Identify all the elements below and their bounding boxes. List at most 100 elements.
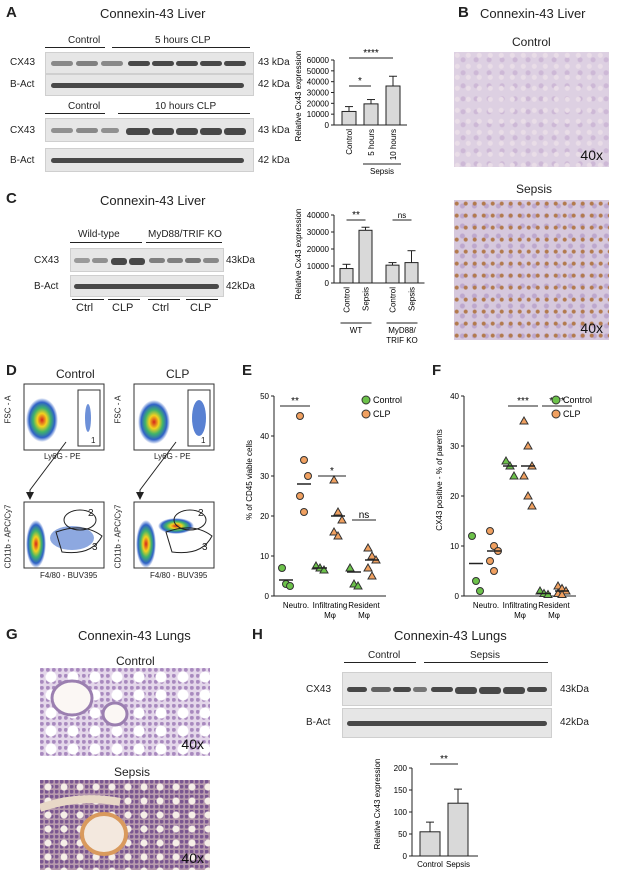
y-tick-label: 50	[398, 830, 407, 839]
y-tick-label: 40	[260, 432, 269, 441]
panel-letter-c: C	[6, 190, 17, 207]
chart-f-ylabel: CX43 positive - % of parents	[435, 429, 444, 530]
data-point	[337, 514, 347, 524]
magnification-label: 40x	[181, 850, 204, 866]
group-label: MyD88/	[388, 326, 416, 335]
x-tick-label: Control	[345, 129, 354, 155]
y-tick-label: 20	[260, 512, 269, 521]
y-tick-label: 10	[450, 542, 459, 551]
x-tick-label: Control	[417, 860, 443, 869]
flow-y-axis-label: FSC - A	[113, 395, 123, 424]
y-tick-label: 100	[394, 808, 408, 817]
blot-h-cx43-label: CX43	[306, 684, 332, 695]
chart-a-ylabel: Relative Cx43 expression	[294, 51, 303, 142]
bar	[447, 802, 469, 857]
group-label: WT	[350, 326, 363, 335]
data-point	[300, 508, 308, 516]
blot-a1-cx43	[45, 52, 254, 74]
bar	[404, 262, 419, 284]
x-tick-label: Mφ	[548, 611, 560, 620]
data-point	[523, 490, 533, 500]
blot-h-bact-kda: 42kDa	[560, 717, 589, 728]
significance-label: ns	[359, 510, 370, 521]
data-point	[329, 474, 339, 484]
y-tick-label: 40	[450, 392, 459, 401]
data-point	[304, 472, 312, 480]
panel-b-sepsis-label: Sepsis	[516, 182, 553, 196]
blot-c-cx43-label: CX43	[34, 255, 60, 266]
blot-h-group-sepsis: Sepsis	[470, 650, 501, 661]
panel-b-control-label: Control	[512, 35, 551, 49]
group-label: Sepsis	[370, 167, 394, 176]
flow-x-axis-label: F4/80 - BUV395	[150, 571, 208, 580]
flow-x-axis-label: Ly6G - PE	[154, 452, 191, 461]
x-tick-label: Neutro.	[283, 601, 309, 610]
chart-a: Relative Cx43 expression 0 10000 200003000…	[294, 48, 407, 176]
x-tick-label: Mφ	[514, 611, 526, 620]
flow-y-axis-label: FSC - A	[3, 395, 13, 424]
blot-c-bact	[70, 275, 224, 297]
legend-label: CLP	[563, 409, 581, 419]
panel-h-title: Connexin-43 Lungs	[394, 628, 507, 643]
data-point	[509, 470, 519, 480]
data-point	[363, 542, 373, 552]
significance-label: **	[352, 210, 360, 221]
chart-c: Relative Cx43 expression 0 10000 20000 3000…	[294, 209, 425, 345]
y-tick-label: 0	[265, 592, 270, 601]
x-tick-label: Resident	[538, 601, 570, 610]
panel-letter-e: E	[242, 362, 253, 379]
gate-1-label: 1	[201, 436, 206, 445]
panel-letter-d: D	[6, 362, 17, 379]
blot-a2-group-control: Control	[68, 101, 101, 112]
flow-cytometry-plots	[23, 383, 215, 569]
y-tick-label: 20000	[307, 99, 330, 108]
gate-3-label: 3	[202, 542, 208, 553]
chart-f: CX43 positive - % of parents 0 10 20 30 40 Ne…	[435, 392, 592, 620]
panel-g-title: Connexin-43 Lungs	[78, 628, 191, 643]
data-point	[278, 564, 286, 572]
y-tick-label: 150	[394, 786, 408, 795]
chart-h-ylabel: Relative Cx43 expression	[373, 759, 382, 850]
blot-a2-cx43-kda: 43 kDa	[258, 125, 290, 136]
data-point	[486, 527, 494, 535]
lane-ctrl: Ctrl	[152, 302, 170, 314]
data-point	[367, 550, 377, 560]
data-point	[468, 532, 476, 540]
data-point	[329, 526, 339, 536]
y-tick-label: 0	[403, 852, 408, 861]
x-tick-label: Sepsis	[446, 860, 470, 869]
y-tick-label: 50000	[307, 67, 330, 76]
y-tick-label: 10000	[307, 262, 330, 271]
blot-a1-cx43-label: CX43	[10, 57, 36, 68]
blot-c-bact-label: B-Act	[34, 281, 59, 292]
y-tick-label: 0	[325, 121, 330, 130]
y-tick-label: 200	[394, 764, 408, 773]
data-point	[472, 577, 480, 585]
panel-c-title: Connexin-43 Liver	[100, 193, 206, 208]
flow-col-control: Control	[56, 367, 95, 381]
data-point	[296, 492, 304, 500]
bar	[363, 103, 379, 126]
legend-label: Control	[563, 395, 592, 405]
gate-2-label: 2	[198, 508, 204, 519]
blot-h-group-control: Control	[368, 650, 401, 661]
panel-letter-a: A	[6, 4, 17, 21]
blot-a1-group-control: Control	[68, 35, 101, 46]
group-label: TRIF KO	[386, 336, 418, 345]
y-tick-label: 30000	[307, 89, 330, 98]
data-point	[501, 455, 511, 465]
blot-c-group-wt: Wild-type	[78, 229, 120, 240]
blot-h-cx43-kda: 43kDa	[560, 684, 589, 695]
blot-h-bact	[342, 708, 552, 738]
liver-sepsis-histology: 40x	[454, 200, 609, 340]
significance-label: **	[291, 396, 299, 407]
data-point	[519, 470, 529, 480]
data-point	[300, 456, 308, 464]
data-point	[367, 570, 377, 580]
data-point	[296, 412, 304, 420]
significance-label: **	[440, 754, 448, 765]
data-point	[527, 500, 537, 510]
blot-h-bact-label: B-Act	[306, 717, 331, 728]
x-tick-label: Mφ	[358, 611, 370, 620]
y-tick-label: 0	[455, 592, 460, 601]
